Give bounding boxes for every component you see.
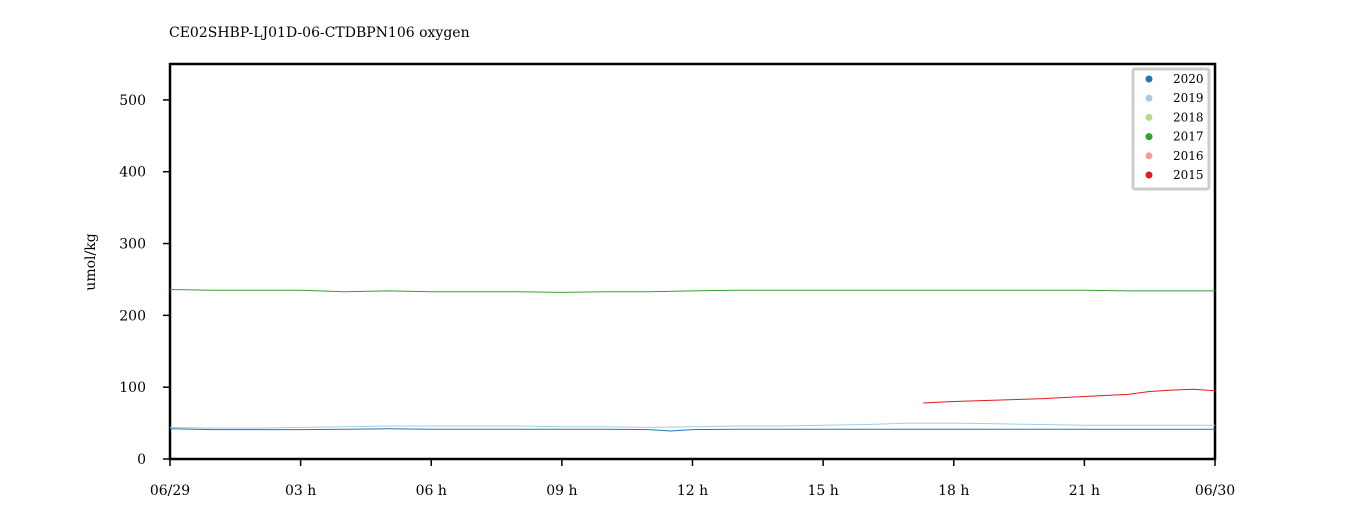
legend-marker-2016 bbox=[1145, 152, 1153, 160]
legend-label: 2020 bbox=[1173, 72, 1204, 86]
series-layer bbox=[169, 289, 1216, 432]
series-line-2020 bbox=[169, 428, 1215, 432]
chart-title: CE02SHBP-LJ01D-06-CTDBPN106 oxygen bbox=[169, 25, 470, 41]
legend-marker-2015 bbox=[1145, 171, 1153, 179]
x-tick-label: 21 h bbox=[1069, 483, 1100, 499]
legend-marker-2020 bbox=[1145, 75, 1153, 83]
y-axis-label: umol/kg bbox=[83, 233, 99, 290]
series-line-2017 bbox=[169, 289, 1215, 293]
legend-marker-2019 bbox=[1145, 94, 1153, 102]
series-line-2019 bbox=[169, 422, 1215, 429]
x-tick-label: 03 h bbox=[285, 483, 316, 499]
y-tick-label: 100 bbox=[119, 380, 146, 396]
x-tick-label: 06 h bbox=[416, 483, 447, 499]
x-tick-label: 06/30 bbox=[1195, 483, 1235, 499]
x-tick-label: 15 h bbox=[807, 483, 838, 499]
legend: 2020 2019 2018 2017 2016 2015 bbox=[1131, 67, 1211, 191]
y-tick-label: 300 bbox=[119, 237, 146, 253]
legend-marker-2017 bbox=[1145, 133, 1153, 141]
x-axis-ticks: 06/29 03 h 06 h 09 h 12 h 15 h 18 h 21 h 06/30 bbox=[150, 459, 1235, 499]
x-tick-label: 09 h bbox=[546, 483, 577, 499]
legend-label: 2017 bbox=[1173, 130, 1204, 144]
y-tick-label: 0 bbox=[137, 452, 146, 468]
legend-label: 2019 bbox=[1173, 91, 1204, 105]
plot-frame bbox=[168, 62, 1217, 461]
y-tick-label: 500 bbox=[119, 93, 146, 109]
legend-label: 2018 bbox=[1173, 110, 1204, 124]
x-tick-label: 06/29 bbox=[150, 483, 190, 499]
x-tick-label: 12 h bbox=[677, 483, 708, 499]
series-line-2015 bbox=[923, 388, 1216, 404]
x-tick-label: 18 h bbox=[938, 483, 969, 499]
legend-label: 2016 bbox=[1173, 149, 1204, 163]
legend-label: 2015 bbox=[1173, 168, 1204, 182]
y-axis-ticks: 0 100 200 300 400 500 bbox=[119, 93, 170, 468]
y-tick-label: 200 bbox=[119, 308, 146, 324]
y-tick-label: 400 bbox=[119, 165, 146, 181]
legend-marker-2018 bbox=[1145, 113, 1153, 121]
